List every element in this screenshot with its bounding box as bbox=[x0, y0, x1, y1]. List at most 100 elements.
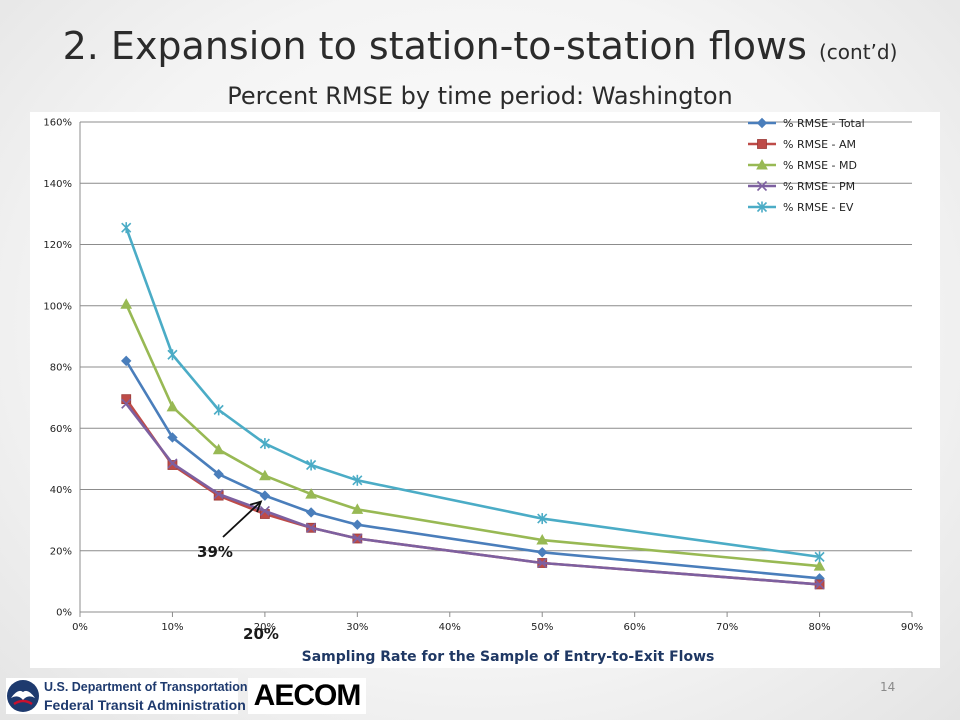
legend-item: % RMSE - EV bbox=[748, 201, 854, 214]
footer: U.S. Department of Transportation Federa… bbox=[0, 672, 960, 720]
series-rmse-ev bbox=[121, 222, 825, 563]
axis-layer: 0% 20% 40% 60% 80% 100% 120% 140% 160% 0% 10% 20% 30… bbox=[43, 118, 923, 666]
slide-title: 2. Expansion to station-to-station flows… bbox=[0, 24, 960, 68]
data-point bbox=[213, 404, 224, 416]
data-point bbox=[166, 400, 179, 412]
dot-fta-logo: U.S. Department of Transportation Federa… bbox=[6, 678, 248, 714]
dot-eagle-icon bbox=[7, 680, 39, 712]
data-point bbox=[305, 488, 317, 499]
data-point bbox=[121, 222, 132, 234]
data-point bbox=[351, 503, 364, 514]
legend-item: % RMSE - MD bbox=[748, 158, 857, 172]
data-point bbox=[167, 458, 178, 469]
legend-label: % RMSE - MD bbox=[783, 159, 857, 172]
x-tick-label: 10% bbox=[161, 622, 183, 633]
y-tick-label: 100% bbox=[43, 301, 72, 312]
legend-layer: % RMSE - Total % RMSE - AM % RMSE - MD % RM… bbox=[748, 117, 865, 214]
x-tick-label: 30% bbox=[346, 622, 368, 633]
annotation-arrow bbox=[222, 500, 262, 538]
data-point bbox=[167, 349, 178, 361]
data-point bbox=[352, 519, 363, 530]
y-tick-label: 120% bbox=[43, 240, 72, 251]
data-point bbox=[259, 469, 271, 481]
data-point bbox=[352, 533, 363, 544]
legend-label: % RMSE - AM bbox=[783, 138, 856, 151]
legend-item: % RMSE - PM bbox=[748, 180, 855, 193]
data-point bbox=[213, 489, 224, 500]
data-point-stroke bbox=[814, 579, 825, 590]
y-tick-label: 0% bbox=[56, 608, 72, 619]
data-point bbox=[757, 139, 767, 149]
data-point bbox=[537, 513, 548, 525]
annotation-layer: 39% 20% bbox=[197, 500, 279, 643]
x-tick-label: 40% bbox=[439, 622, 461, 633]
data-point bbox=[305, 507, 317, 518]
data-point-stroke bbox=[259, 505, 270, 517]
x-axis-title: Sampling Rate for the Sample of Entry-to… bbox=[302, 649, 715, 665]
slide-title-suffix: (cont’d) bbox=[818, 40, 898, 64]
data-point bbox=[259, 490, 271, 501]
series-line bbox=[125, 303, 820, 568]
series-rmse-md bbox=[120, 298, 826, 571]
series-line bbox=[125, 402, 820, 586]
data-point bbox=[212, 443, 225, 455]
data-point bbox=[120, 298, 133, 309]
slide-title-text: 2. Expansion to station-to-station flows bbox=[62, 24, 807, 68]
legend-label: % RMSE - EV bbox=[783, 201, 854, 214]
y-tick-label: 80% bbox=[50, 363, 72, 374]
series-line bbox=[125, 227, 820, 559]
data-point bbox=[121, 355, 132, 367]
data-point bbox=[259, 509, 270, 519]
data-point bbox=[167, 432, 178, 443]
data-point bbox=[814, 551, 825, 563]
data-point bbox=[814, 579, 825, 590]
data-point bbox=[213, 468, 224, 480]
series-layer bbox=[120, 222, 826, 590]
data-point-stroke bbox=[537, 557, 548, 569]
legend-item: % RMSE - AM bbox=[748, 138, 856, 151]
line-chart: 0% 20% 40% 60% 80% 100% 120% 140% 160% 0% 10% 20% 30… bbox=[43, 117, 923, 666]
data-point bbox=[259, 438, 270, 450]
data-point-stroke bbox=[167, 458, 178, 469]
data-point-stroke bbox=[213, 489, 224, 500]
data-point bbox=[756, 201, 768, 213]
page-number: 14 bbox=[880, 680, 896, 694]
y-tick-label: 40% bbox=[50, 485, 72, 496]
data-point-stroke bbox=[352, 533, 363, 544]
y-tick-label: 140% bbox=[43, 179, 72, 190]
data-point bbox=[537, 557, 548, 569]
slide-subtitle: Percent RMSE by time period: Washington bbox=[227, 82, 733, 110]
data-point bbox=[259, 505, 270, 517]
x-tick-label: 90% bbox=[901, 622, 923, 633]
data-point bbox=[756, 158, 768, 170]
dot-logo-line2: Federal Transit Administration bbox=[44, 697, 246, 713]
aecom-logo: AECOM bbox=[248, 678, 366, 714]
annotation-20-label: 20% bbox=[243, 625, 279, 643]
x-tick-label: 20% bbox=[254, 622, 276, 633]
legend-label: % RMSE - PM bbox=[783, 180, 855, 193]
y-tick-label: 20% bbox=[50, 546, 72, 557]
y-tick-label: 160% bbox=[43, 118, 72, 129]
dot-logo-line1: U.S. Department of Transportation bbox=[44, 680, 248, 694]
data-point bbox=[121, 398, 132, 409]
x-tick-label: 60% bbox=[624, 622, 646, 633]
annotation-39-label: 39% bbox=[197, 543, 233, 561]
data-point bbox=[536, 534, 549, 545]
data-point bbox=[121, 394, 132, 405]
legend-label: % RMSE - Total bbox=[783, 117, 865, 130]
x-tick-label: 70% bbox=[716, 622, 738, 633]
data-point bbox=[306, 459, 317, 471]
series-rmse-pm bbox=[121, 398, 825, 590]
y-tick-label: 60% bbox=[50, 424, 72, 435]
x-tick-label: 0% bbox=[72, 622, 88, 633]
data-point-stroke bbox=[756, 180, 768, 192]
x-tick-label: 80% bbox=[808, 622, 830, 633]
data-point bbox=[813, 560, 826, 571]
data-point bbox=[756, 117, 768, 129]
data-point-stroke bbox=[121, 398, 132, 409]
grid-layer bbox=[80, 121, 912, 552]
data-point bbox=[537, 547, 548, 558]
series-line bbox=[125, 360, 820, 580]
series-rmse-total bbox=[121, 355, 825, 584]
data-point bbox=[756, 180, 768, 192]
